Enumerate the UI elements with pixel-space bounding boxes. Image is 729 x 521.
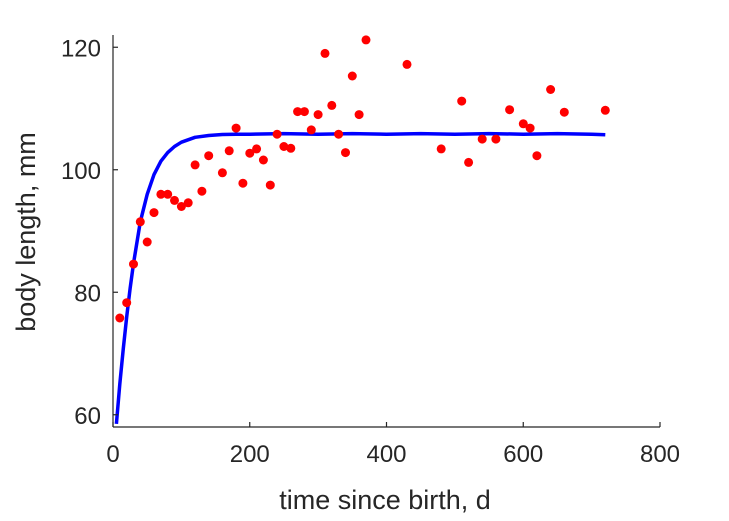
data-point <box>327 100 337 110</box>
axes <box>112 35 660 428</box>
data-point <box>491 134 501 144</box>
data-point <box>477 134 487 144</box>
x-axis-label: time since birth, d <box>279 485 491 515</box>
data-point <box>272 129 282 139</box>
data-point <box>457 96 467 106</box>
data-point <box>559 107 569 117</box>
data-point <box>149 208 159 218</box>
data-point <box>170 195 179 205</box>
data-point <box>518 119 528 129</box>
data-point <box>129 259 138 269</box>
fit-curve-layer <box>114 131 606 425</box>
data-point <box>286 143 296 153</box>
data-point <box>224 146 234 156</box>
data-point <box>183 198 193 208</box>
x-tick-label: 800 <box>640 441 680 468</box>
data-point <box>231 123 241 133</box>
data-point <box>341 148 350 158</box>
data-point <box>532 151 542 161</box>
x-tick-label: 600 <box>503 441 543 468</box>
y-tick-label: 80 <box>74 280 101 307</box>
data-point <box>546 85 556 94</box>
data-point <box>115 313 125 323</box>
data-point <box>436 144 446 154</box>
data-point <box>217 168 227 178</box>
y-tick-label: 120 <box>61 35 101 62</box>
data-point <box>156 189 166 199</box>
y-tick-label: 60 <box>74 403 101 430</box>
data-point <box>600 105 610 115</box>
data-point <box>190 160 200 170</box>
x-tick-label: 200 <box>230 441 270 468</box>
data-point <box>245 148 255 158</box>
data-point <box>197 186 207 196</box>
data-point <box>142 237 152 247</box>
fit-curve <box>114 131 606 425</box>
data-point <box>252 144 262 154</box>
data-point <box>176 202 186 211</box>
data-point <box>313 110 323 120</box>
data-point <box>122 298 132 308</box>
data-points-layer <box>115 35 610 323</box>
x-tick-label: 400 <box>366 441 406 468</box>
data-point <box>258 155 268 165</box>
ticks: 0 200 400 600 800 60 80 100 120 <box>61 35 680 468</box>
data-point <box>293 107 303 117</box>
data-point <box>402 59 412 69</box>
data-point <box>525 123 535 133</box>
data-point <box>299 107 309 117</box>
data-point <box>279 142 289 151</box>
data-point <box>334 129 344 139</box>
data-point <box>306 125 316 135</box>
data-point <box>163 189 173 199</box>
data-point <box>265 180 275 190</box>
data-point <box>204 151 214 161</box>
data-point <box>361 35 371 45</box>
data-point <box>464 157 474 167</box>
data-point <box>354 110 364 120</box>
data-point <box>505 105 515 115</box>
data-point <box>238 178 248 188</box>
y-axis-label: body length, mm <box>11 132 41 332</box>
y-tick-label: 100 <box>61 158 101 185</box>
data-point <box>347 71 357 81</box>
x-tick-label: 0 <box>106 441 119 468</box>
data-point <box>135 217 145 227</box>
data-point <box>320 48 330 58</box>
